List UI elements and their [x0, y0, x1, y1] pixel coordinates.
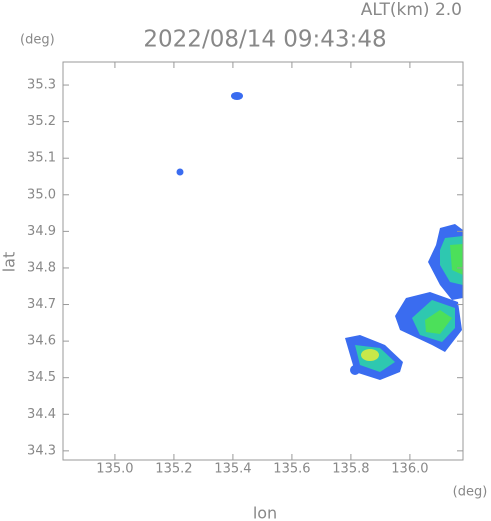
chart-title: 2022/08/14 09:43:48 — [143, 27, 386, 53]
y-tick-label: 35.2 — [27, 114, 56, 129]
y-tick-label: 34.3 — [27, 443, 56, 458]
y-tick-label: 34.7 — [27, 297, 56, 312]
y-tick-label: 35.1 — [27, 151, 56, 166]
y-tick-label: 35.0 — [27, 187, 56, 202]
x-tick-label: 136.0 — [391, 462, 428, 477]
y-label: lat — [0, 252, 19, 273]
plot-frame — [62, 61, 464, 461]
y-tick-label: 34.8 — [27, 260, 56, 275]
x-tick-label: 135.6 — [273, 462, 310, 477]
x-tick-label: 135.0 — [96, 462, 133, 477]
y-tick-label: 34.9 — [27, 224, 56, 239]
echo — [450, 244, 463, 275]
y-tick-label: 34.6 — [27, 334, 56, 349]
y-tick-label: 34.4 — [27, 407, 56, 422]
echo — [231, 92, 243, 100]
y-unit: (deg) — [20, 33, 55, 48]
altitude-label: ALT(km) 2.0 — [361, 0, 462, 20]
echo-core — [361, 349, 379, 361]
x-tick-label: 135.2 — [155, 462, 192, 477]
y-tick-label: 34.5 — [27, 370, 56, 385]
x-unit: (deg) — [453, 485, 488, 500]
x-tick-label: 135.4 — [214, 462, 251, 477]
echoes — [176, 92, 463, 380]
x-tick-label: 135.8 — [332, 462, 369, 477]
y-tick-label: 35.3 — [27, 78, 56, 93]
echo — [350, 365, 360, 375]
echo — [425, 310, 452, 334]
echo — [176, 168, 184, 176]
x-label: lon — [253, 504, 277, 521]
